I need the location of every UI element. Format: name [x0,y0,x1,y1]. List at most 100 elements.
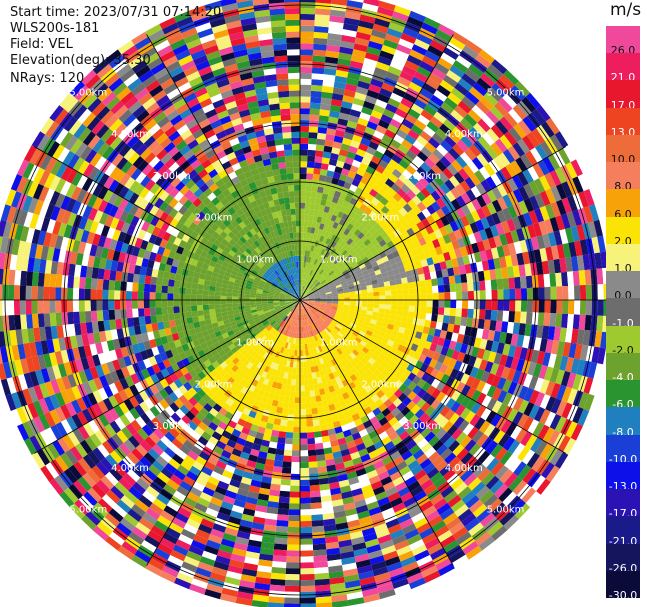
range-gate [173,293,180,300]
range-gate [468,499,484,514]
range-gate [300,43,314,50]
range-gate [429,39,446,53]
range-gate [477,118,491,133]
range-gate [350,233,358,241]
range-gate [494,483,509,499]
range-gate [376,316,384,323]
range-gate [391,407,401,417]
range-gate [534,377,545,392]
range-gate [351,159,362,168]
range-gate [309,276,314,283]
range-gate [432,351,441,362]
range-gate [325,290,332,294]
range-gate [437,57,453,70]
range-gate [300,108,310,115]
range-gate [351,103,363,112]
range-gate [431,335,440,345]
range-gate [308,282,313,289]
range-gate [378,286,386,292]
range-gate [344,320,352,326]
range-gate [330,288,337,292]
range-gate [411,44,428,56]
range-gate [417,114,430,126]
range-gate [522,168,534,184]
range-gate [305,191,312,198]
range-gate [464,176,476,190]
range-gate [448,358,457,369]
range-gate [448,231,457,242]
range-gate [306,161,315,168]
range-gate [488,237,497,249]
range-gate [463,473,478,487]
range-gate [459,469,474,482]
range-gate [372,311,379,317]
range-gate [288,509,300,516]
range-gate [366,339,375,347]
range-gate [496,377,507,390]
range-gate [504,255,513,268]
range-gate [572,270,580,286]
range-gate [339,352,347,360]
range-gate [310,490,321,498]
range-gate [342,242,350,250]
range-gate [191,282,198,290]
range-gate [304,267,307,274]
range-gate [462,335,471,345]
range-gate [423,250,432,259]
range-gate [374,192,384,202]
range-gate [528,404,540,420]
range-gate [301,302,306,307]
range-gate [536,235,546,250]
range-gate [442,167,454,180]
range-gate [378,330,386,338]
range-gate [315,253,321,260]
range-gate [320,331,326,338]
range-gate [331,320,338,326]
range-gate [132,308,139,318]
range-gate [404,410,415,421]
range-gate [496,183,508,197]
range-gate [443,468,456,482]
range-gate [498,487,513,503]
range-gate [435,321,443,331]
range-gate [439,226,449,237]
range-gate [220,303,227,309]
range-gate [549,273,557,287]
range-gate [326,304,333,307]
range-gate [470,378,481,390]
range-gate [409,294,416,300]
range-gate [426,121,440,133]
range-gate [408,175,419,186]
range-gate [232,303,239,308]
range-gate [300,420,307,427]
range-gate [560,371,571,387]
range-gate [481,260,490,271]
range-gate [371,279,378,285]
range-gate [456,139,469,152]
range-gate [323,68,337,76]
range-gate [449,307,457,317]
range-gate [436,197,446,209]
range-gate [485,440,499,455]
range-gate [334,75,348,84]
range-gate [374,349,382,358]
range-gate [345,245,353,252]
range-gate [156,277,164,286]
range-gate [533,406,546,422]
range-gate [323,145,333,153]
range-gate [114,290,121,300]
range-gate [185,282,193,289]
range-gate [344,297,351,300]
range-gate [300,131,309,138]
range-gate [365,280,373,286]
range-gate [384,129,396,139]
range-gate [409,144,421,156]
range-gate [328,116,339,124]
range-gate [600,331,606,349]
range-gate [398,465,411,477]
range-gate [356,239,364,247]
range-gate [403,203,413,213]
range-gate [306,268,310,275]
range-gate [319,291,326,295]
range-gate [401,316,408,323]
